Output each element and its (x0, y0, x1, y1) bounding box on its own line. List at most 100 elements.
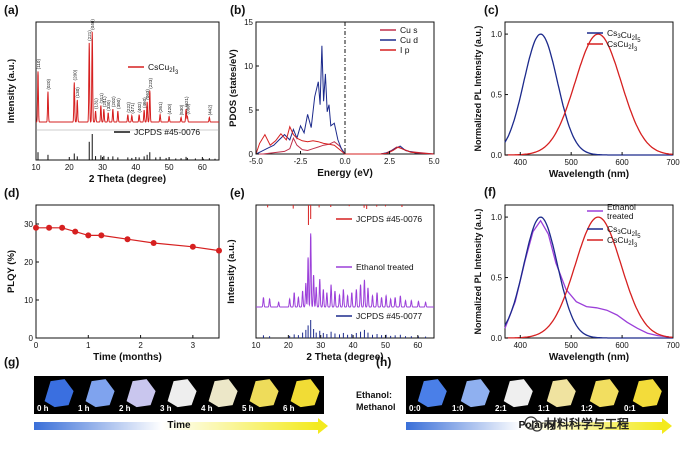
axis-title: Time (167, 420, 191, 431)
photo-row-h: 0:0 1:0 2:1 1:1 1:2 0:1 Polarity (406, 376, 672, 434)
x-tick-label: 0 (34, 341, 39, 350)
legend-label: Cu d (400, 35, 418, 45)
y-axis-label: PLQY (%) (6, 250, 17, 293)
sample-powder (503, 379, 533, 408)
gradient-bar (34, 422, 318, 430)
sample-powder (167, 379, 197, 408)
gradient-arrow-head (662, 418, 672, 434)
photo-row-g: 0 h 1 h 2 h 3 h 4 h 5 h 6 h Time (34, 376, 328, 434)
legend-label: CsCu2I3 (607, 39, 638, 53)
x-axis-label: 2 Theta (degree) (306, 352, 383, 363)
peak-label: (221) (87, 30, 92, 41)
sample-label: 2 h (119, 404, 131, 413)
y-tick-label: 10 (24, 296, 33, 305)
data-point (124, 236, 131, 243)
y-axis-label: Normalized PL Intensity (a.u.) (473, 26, 483, 152)
plot-frame (504, 21, 674, 156)
peak-label: (530) (179, 104, 184, 115)
sample-label: 0:0 (409, 404, 421, 413)
x-tick-label: 40 (131, 163, 140, 172)
peak-label: (200) (72, 69, 77, 80)
peak-label: (402) (137, 101, 142, 112)
data-point (216, 247, 222, 254)
y-axis-label: PDOS (states/eV) (228, 49, 239, 127)
sample-powder (460, 379, 490, 408)
x-axis-label: Energy (eV) (317, 168, 373, 179)
peak-label: (621) (184, 96, 189, 107)
wechat-icon (531, 420, 543, 432)
sample-label: 1 h (78, 404, 90, 413)
y-tick-label: 0.0 (491, 334, 503, 343)
data-point (72, 228, 79, 235)
pdos-series-line (255, 45, 435, 155)
photo-strip (406, 376, 668, 414)
y-tick-label: 1.0 (491, 213, 503, 222)
y-tick-label: 0.5 (491, 91, 503, 100)
sample-powder (208, 379, 238, 408)
y-tick-label: 20 (24, 258, 33, 267)
legend-label: CsCu2I3 (607, 235, 638, 249)
panel-e-chart: JCPDS #45-0076 Ethanol treated JCPDS #45-0… (226, 204, 435, 363)
x-tick-label: 50 (165, 163, 174, 172)
sample-label: 5 h (242, 404, 254, 413)
pl-series-line (505, 33, 674, 156)
x-tick-label: 40 (349, 341, 358, 350)
y-tick-label: 10 (244, 62, 253, 71)
panel-label: (d) (4, 186, 19, 200)
x-tick-label: -5.0 (249, 157, 263, 166)
y-tick-label: 5 (249, 106, 254, 115)
pl-series-line (504, 33, 673, 156)
panel-label: (e) (230, 186, 245, 200)
peak-label: (442) (207, 104, 212, 115)
plot-frame (35, 204, 220, 339)
sample-label: 0:1 (624, 404, 636, 413)
y-axis-label: Normalized PL Intensity (a.u.) (473, 209, 483, 335)
panel-label: (b) (230, 3, 245, 17)
x-tick-label: 60 (413, 341, 422, 350)
peak-label: (350) (116, 98, 121, 109)
y-tick-label: 0.0 (491, 151, 503, 160)
wechat-icon (524, 416, 538, 430)
gradient-arrow-head (318, 418, 328, 434)
x-tick-label: 400 (514, 158, 528, 167)
x-tick-label: 600 (615, 158, 629, 167)
peak-label: (311) (99, 93, 104, 104)
x-tick-label: 600 (615, 341, 629, 350)
data-point (150, 240, 157, 246)
peak-label: (261) (158, 101, 163, 112)
sample-powder (126, 379, 156, 408)
x-tick-label: 10 (252, 341, 261, 350)
x-tick-label: 20 (65, 163, 74, 172)
legend-label: CsCu2I3 (148, 62, 179, 76)
sample-label: 1:1 (538, 404, 550, 413)
sample-powder (417, 379, 447, 408)
x-tick-label: 60 (198, 163, 207, 172)
x-tick-label: 700 (666, 341, 680, 350)
peak-label: (202) (111, 96, 116, 107)
peak-label: (222) (126, 101, 131, 112)
panel-b-chart: Cu sCu dI p -5.0 -2.5 0.0 2.5 5.0 0 5 10 15 Energy… (228, 18, 440, 179)
x-tick-label: -2.5 (294, 157, 308, 166)
x-tick-label: 700 (666, 158, 680, 167)
x-axis-label: 2 Theta (degree) (89, 174, 166, 185)
data-point (85, 232, 92, 239)
legend-label: I p (400, 45, 410, 55)
y-axis-label: Intensity (a.u.) (6, 59, 17, 123)
peak-label: (471) (130, 102, 135, 113)
plqy-line (36, 227, 220, 252)
x-tick-label: 20 (284, 341, 293, 350)
peak-label: (020) (46, 78, 51, 89)
peak-label: (223) (148, 78, 153, 89)
y-tick-label: 0.5 (491, 274, 503, 283)
legend-label: JCPDS #45-0077 (356, 311, 422, 321)
x-axis-label: Time (months) (93, 352, 162, 363)
panel-a-chart: (110) (020) (200) (130) (221)(040) (131) (311)… (6, 19, 220, 185)
legend-label: Ethanol treated (356, 262, 414, 272)
panel-label: (c) (484, 3, 499, 17)
y-tick-label: 30 (24, 220, 33, 229)
sample-label: 4 h (201, 404, 213, 413)
pdos-series-line (255, 125, 435, 155)
peak-label: (110) (36, 59, 41, 70)
